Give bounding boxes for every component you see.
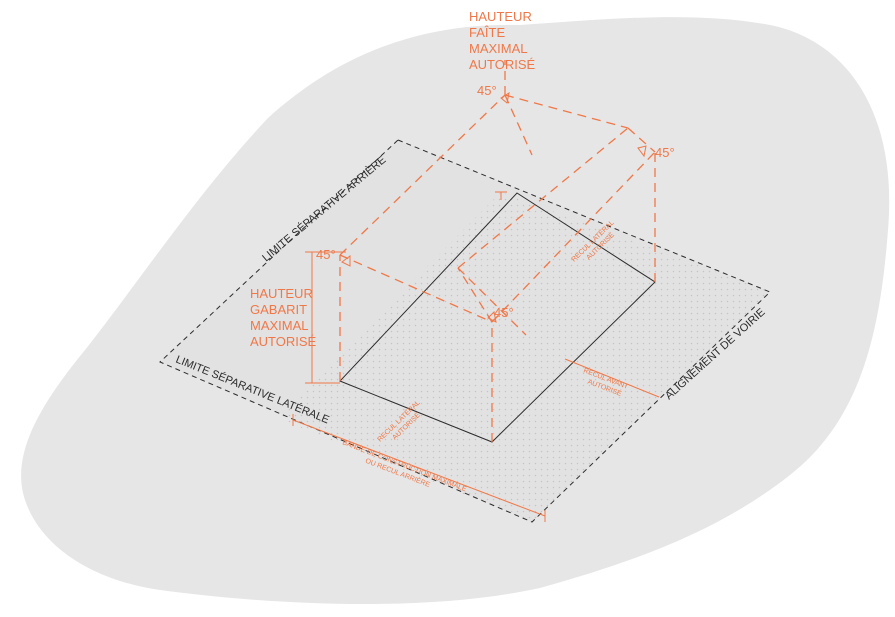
- plot-boundary: [159, 139, 771, 523]
- label-side-height: HAUTEUR GABARIT MAXIMAL AUTORISÉ: [250, 286, 317, 349]
- angle-label-center: 45°: [494, 305, 514, 320]
- svg-text:HAUTEUR: HAUTEUR: [250, 286, 313, 301]
- angle-label-top: 45°: [477, 83, 497, 98]
- svg-text:HAUTEUR: HAUTEUR: [469, 9, 532, 24]
- label-top-height: HAUTEUR FAÎTE MAXIMAL AUTORISÉ: [469, 9, 536, 72]
- svg-text:FAÎTE: FAÎTE: [469, 25, 505, 40]
- svg-text:GABARIT: GABARIT: [250, 302, 307, 317]
- svg-text:MAXIMAL: MAXIMAL: [469, 41, 528, 56]
- dimension-lines: [292, 191, 660, 522]
- svg-text:AUTORISÉ: AUTORISÉ: [469, 57, 536, 72]
- height-envelope: [339, 60, 656, 442]
- angle-markers: [341, 91, 647, 323]
- svg-text:AUTORISÉ: AUTORISÉ: [250, 334, 317, 349]
- svg-text:MAXIMAL: MAXIMAL: [250, 318, 309, 333]
- angle-label-right: 45°: [655, 145, 675, 160]
- angle-label-left: 45°: [316, 247, 336, 262]
- buildable-zone: [277, 192, 770, 522]
